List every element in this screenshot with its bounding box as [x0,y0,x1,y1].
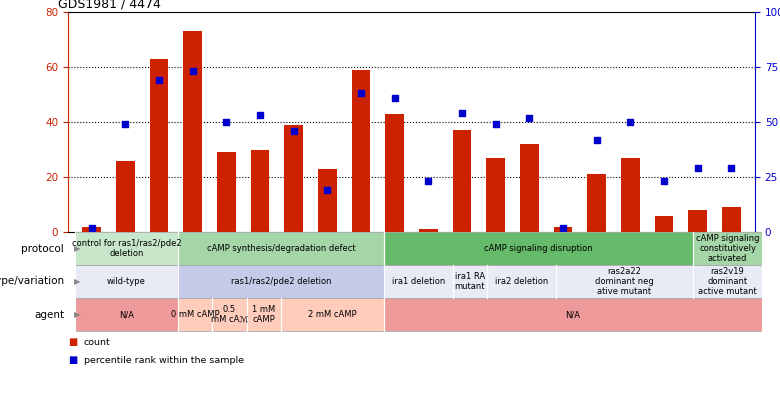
Bar [520,144,539,232]
Point [287,128,300,134]
Bar [150,59,168,232]
Text: count: count [83,337,110,347]
Bar [352,70,370,232]
Point [422,178,434,185]
Bar [419,229,438,232]
Text: ras2v19
dominant
active mutant: ras2v19 dominant active mutant [698,267,757,296]
Text: ira1 RA
mutant: ira1 RA mutant [455,272,485,291]
Bar [621,158,640,232]
Bar [554,226,573,232]
Text: agent: agent [34,309,64,320]
Text: cAMP signaling disruption: cAMP signaling disruption [484,244,593,253]
Bar [722,207,741,232]
Bar [250,149,269,232]
Point [624,119,636,125]
Bar [183,31,202,232]
Text: 0.5
mM cAℳ: 0.5 mM cAℳ [211,305,248,324]
Bar [487,158,505,232]
Point [490,121,502,128]
Text: ■: ■ [68,355,77,365]
Text: cAMP signaling
constitutively
activated: cAMP signaling constitutively activated [696,234,759,263]
Text: 2 mM cAMP: 2 mM cAMP [308,310,356,319]
Point [220,119,232,125]
Bar [587,174,606,232]
Point [456,110,468,117]
Text: ira2 deletion: ira2 deletion [495,277,548,286]
Point [725,165,738,171]
Text: ▶: ▶ [74,310,80,319]
Point [523,114,536,121]
Point [321,187,334,194]
Bar [217,152,236,232]
Point [153,77,165,83]
Point [254,112,266,119]
Text: ras1/ras2/pde2 deletion: ras1/ras2/pde2 deletion [231,277,332,286]
Text: protocol: protocol [21,243,64,254]
Point [186,68,199,75]
Point [590,136,603,143]
Bar [655,215,673,232]
Text: N/A: N/A [119,310,134,319]
Text: wild-type: wild-type [107,277,146,286]
Text: ras2a22
dominant neg
ative mutant: ras2a22 dominant neg ative mutant [595,267,654,296]
Text: GDS1981 / 4474: GDS1981 / 4474 [58,0,161,11]
Bar [318,169,336,232]
Bar [689,210,707,232]
Point [119,121,132,128]
Point [557,224,569,231]
Text: 1 mM
cAMP: 1 mM cAMP [252,305,275,324]
Text: ▶: ▶ [74,277,80,286]
Bar [116,160,134,232]
Text: percentile rank within the sample: percentile rank within the sample [83,356,243,365]
Bar [285,125,303,232]
Point [388,94,401,101]
Point [692,165,704,171]
Bar [385,114,404,232]
Point [85,224,98,231]
Text: ira1 deletion: ira1 deletion [392,277,445,286]
Text: cAMP synthesis/degradation defect: cAMP synthesis/degradation defect [207,244,355,253]
Text: ■: ■ [68,337,77,347]
Bar [452,130,471,232]
Text: N/A: N/A [566,310,580,319]
Bar [83,226,101,232]
Point [658,178,670,185]
Point [355,90,367,97]
Text: ▶: ▶ [74,244,80,253]
Text: genotype/variation: genotype/variation [0,277,64,286]
Text: 0 mM cAMP: 0 mM cAMP [171,310,219,319]
Text: control for ras1/ras2/pde2
deletion: control for ras1/ras2/pde2 deletion [72,239,181,258]
